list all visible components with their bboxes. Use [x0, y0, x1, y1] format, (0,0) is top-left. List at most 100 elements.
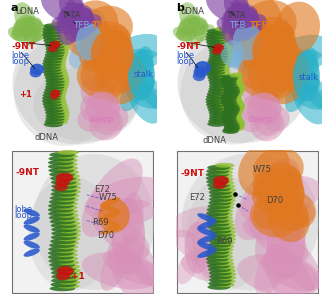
Ellipse shape: [215, 244, 234, 249]
Ellipse shape: [46, 46, 65, 52]
Ellipse shape: [209, 50, 228, 56]
Ellipse shape: [215, 56, 232, 61]
Ellipse shape: [53, 114, 70, 119]
Ellipse shape: [209, 274, 232, 279]
Ellipse shape: [82, 252, 160, 289]
Ellipse shape: [50, 96, 66, 101]
Ellipse shape: [76, 23, 103, 60]
Ellipse shape: [52, 39, 69, 44]
Ellipse shape: [222, 128, 239, 134]
Ellipse shape: [256, 53, 303, 104]
Ellipse shape: [88, 84, 113, 111]
Ellipse shape: [59, 6, 94, 29]
Ellipse shape: [52, 50, 69, 55]
Ellipse shape: [247, 93, 281, 125]
Ellipse shape: [127, 78, 161, 124]
Ellipse shape: [98, 198, 130, 233]
Ellipse shape: [64, 16, 96, 42]
Ellipse shape: [242, 93, 271, 123]
Ellipse shape: [250, 85, 275, 112]
Ellipse shape: [277, 35, 329, 66]
Ellipse shape: [24, 29, 42, 42]
Ellipse shape: [216, 279, 236, 284]
Ellipse shape: [208, 78, 228, 83]
Ellipse shape: [231, 123, 245, 128]
FancyBboxPatch shape: [177, 151, 318, 293]
Ellipse shape: [208, 45, 227, 50]
Text: a: a: [11, 3, 18, 13]
Ellipse shape: [68, 27, 99, 55]
Ellipse shape: [177, 251, 199, 284]
Ellipse shape: [42, 67, 62, 72]
Ellipse shape: [209, 239, 232, 244]
Ellipse shape: [69, 4, 92, 20]
Text: stalk: stalk: [298, 73, 318, 82]
Ellipse shape: [12, 15, 33, 38]
Ellipse shape: [43, 90, 63, 95]
Ellipse shape: [224, 87, 240, 93]
Ellipse shape: [49, 168, 74, 173]
Ellipse shape: [100, 211, 120, 221]
Ellipse shape: [44, 55, 63, 61]
Ellipse shape: [229, 98, 243, 103]
Ellipse shape: [206, 176, 229, 181]
Ellipse shape: [49, 246, 74, 252]
Ellipse shape: [223, 109, 239, 115]
Ellipse shape: [215, 103, 231, 108]
Ellipse shape: [206, 168, 229, 174]
Ellipse shape: [13, 22, 144, 145]
Ellipse shape: [250, 109, 284, 141]
Ellipse shape: [230, 107, 244, 112]
Ellipse shape: [215, 282, 235, 287]
Ellipse shape: [217, 233, 236, 238]
Ellipse shape: [80, 27, 122, 63]
Ellipse shape: [56, 3, 82, 30]
Ellipse shape: [209, 235, 232, 241]
Ellipse shape: [277, 194, 304, 248]
Ellipse shape: [215, 201, 235, 206]
Ellipse shape: [214, 92, 230, 97]
Ellipse shape: [30, 24, 50, 41]
Ellipse shape: [197, 213, 216, 222]
Ellipse shape: [44, 41, 64, 46]
Ellipse shape: [280, 238, 321, 291]
Ellipse shape: [234, 4, 257, 20]
Ellipse shape: [51, 187, 77, 193]
Text: TATA: TATA: [226, 11, 246, 20]
Ellipse shape: [216, 114, 233, 119]
Text: uDNA: uDNA: [16, 7, 40, 17]
Ellipse shape: [42, 29, 61, 35]
Ellipse shape: [255, 244, 288, 295]
Ellipse shape: [231, 122, 246, 127]
Ellipse shape: [206, 218, 229, 223]
Ellipse shape: [267, 180, 291, 190]
Ellipse shape: [103, 106, 128, 131]
Ellipse shape: [217, 230, 236, 235]
Ellipse shape: [214, 209, 233, 214]
Ellipse shape: [223, 84, 239, 90]
Text: TFB: TFB: [229, 21, 246, 30]
Ellipse shape: [263, 170, 305, 219]
Ellipse shape: [231, 0, 249, 23]
Ellipse shape: [209, 116, 228, 121]
Ellipse shape: [238, 52, 293, 99]
Ellipse shape: [120, 49, 160, 70]
Ellipse shape: [49, 242, 75, 248]
Ellipse shape: [206, 67, 225, 72]
Ellipse shape: [267, 204, 291, 215]
Ellipse shape: [216, 240, 235, 245]
Ellipse shape: [230, 99, 244, 104]
Ellipse shape: [103, 25, 132, 60]
Ellipse shape: [231, 124, 245, 130]
Ellipse shape: [51, 88, 68, 93]
Text: E72: E72: [94, 185, 110, 194]
Ellipse shape: [253, 196, 283, 230]
Ellipse shape: [51, 231, 77, 236]
Ellipse shape: [231, 83, 245, 89]
Ellipse shape: [241, 20, 261, 46]
Ellipse shape: [50, 94, 59, 100]
Ellipse shape: [208, 267, 231, 272]
Ellipse shape: [290, 83, 329, 109]
Ellipse shape: [66, 0, 84, 23]
Ellipse shape: [206, 94, 225, 99]
